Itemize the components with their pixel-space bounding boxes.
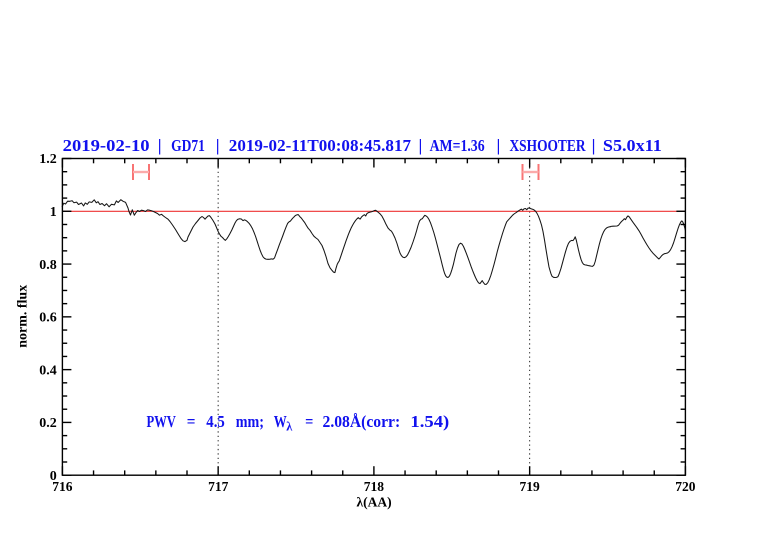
svg-text:|: | xyxy=(592,136,596,155)
svg-text:norm. flux: norm. flux xyxy=(16,285,31,348)
svg-text:0: 0 xyxy=(50,469,57,484)
svg-text:AM=1.36: AM=1.36 xyxy=(430,136,485,155)
svg-text:719: 719 xyxy=(519,479,540,494)
svg-text:W: W xyxy=(274,412,287,431)
svg-text:0.2: 0.2 xyxy=(39,416,57,431)
svg-text:1.2: 1.2 xyxy=(39,152,57,167)
svg-text:0.6: 0.6 xyxy=(39,311,57,326)
svg-text:λ: λ xyxy=(286,420,293,434)
svg-text:S5.0x11: S5.0x11 xyxy=(603,136,662,155)
svg-text:720: 720 xyxy=(675,479,696,494)
svg-text:0.4: 0.4 xyxy=(39,363,57,378)
svg-text:mm;: mm; xyxy=(236,412,264,431)
svg-text:0.8: 0.8 xyxy=(39,258,57,273)
svg-text:λ(AA): λ(AA) xyxy=(356,494,391,509)
svg-text:2019-02-10: 2019-02-10 xyxy=(63,136,150,155)
svg-text:717: 717 xyxy=(208,479,229,494)
svg-text:716: 716 xyxy=(52,479,73,494)
svg-text:|: | xyxy=(497,136,501,155)
svg-text:XSHOOTER: XSHOOTER xyxy=(510,136,586,155)
svg-text:2.08Å(corr:: 2.08Å(corr: xyxy=(323,412,401,431)
svg-text:1.54): 1.54) xyxy=(410,412,449,431)
svg-text:|: | xyxy=(216,136,220,155)
svg-text:1: 1 xyxy=(50,205,57,220)
svg-text:|: | xyxy=(419,136,423,155)
svg-text:718: 718 xyxy=(364,479,385,494)
svg-text:2019-02-11T00:08:45.817: 2019-02-11T00:08:45.817 xyxy=(229,136,412,155)
svg-text:GD71: GD71 xyxy=(171,136,205,155)
svg-text:4.5: 4.5 xyxy=(206,412,225,431)
svg-text:PWV: PWV xyxy=(147,412,177,431)
svg-text:=: = xyxy=(305,412,313,431)
svg-text:=: = xyxy=(187,412,196,431)
svg-text:|: | xyxy=(158,136,162,155)
